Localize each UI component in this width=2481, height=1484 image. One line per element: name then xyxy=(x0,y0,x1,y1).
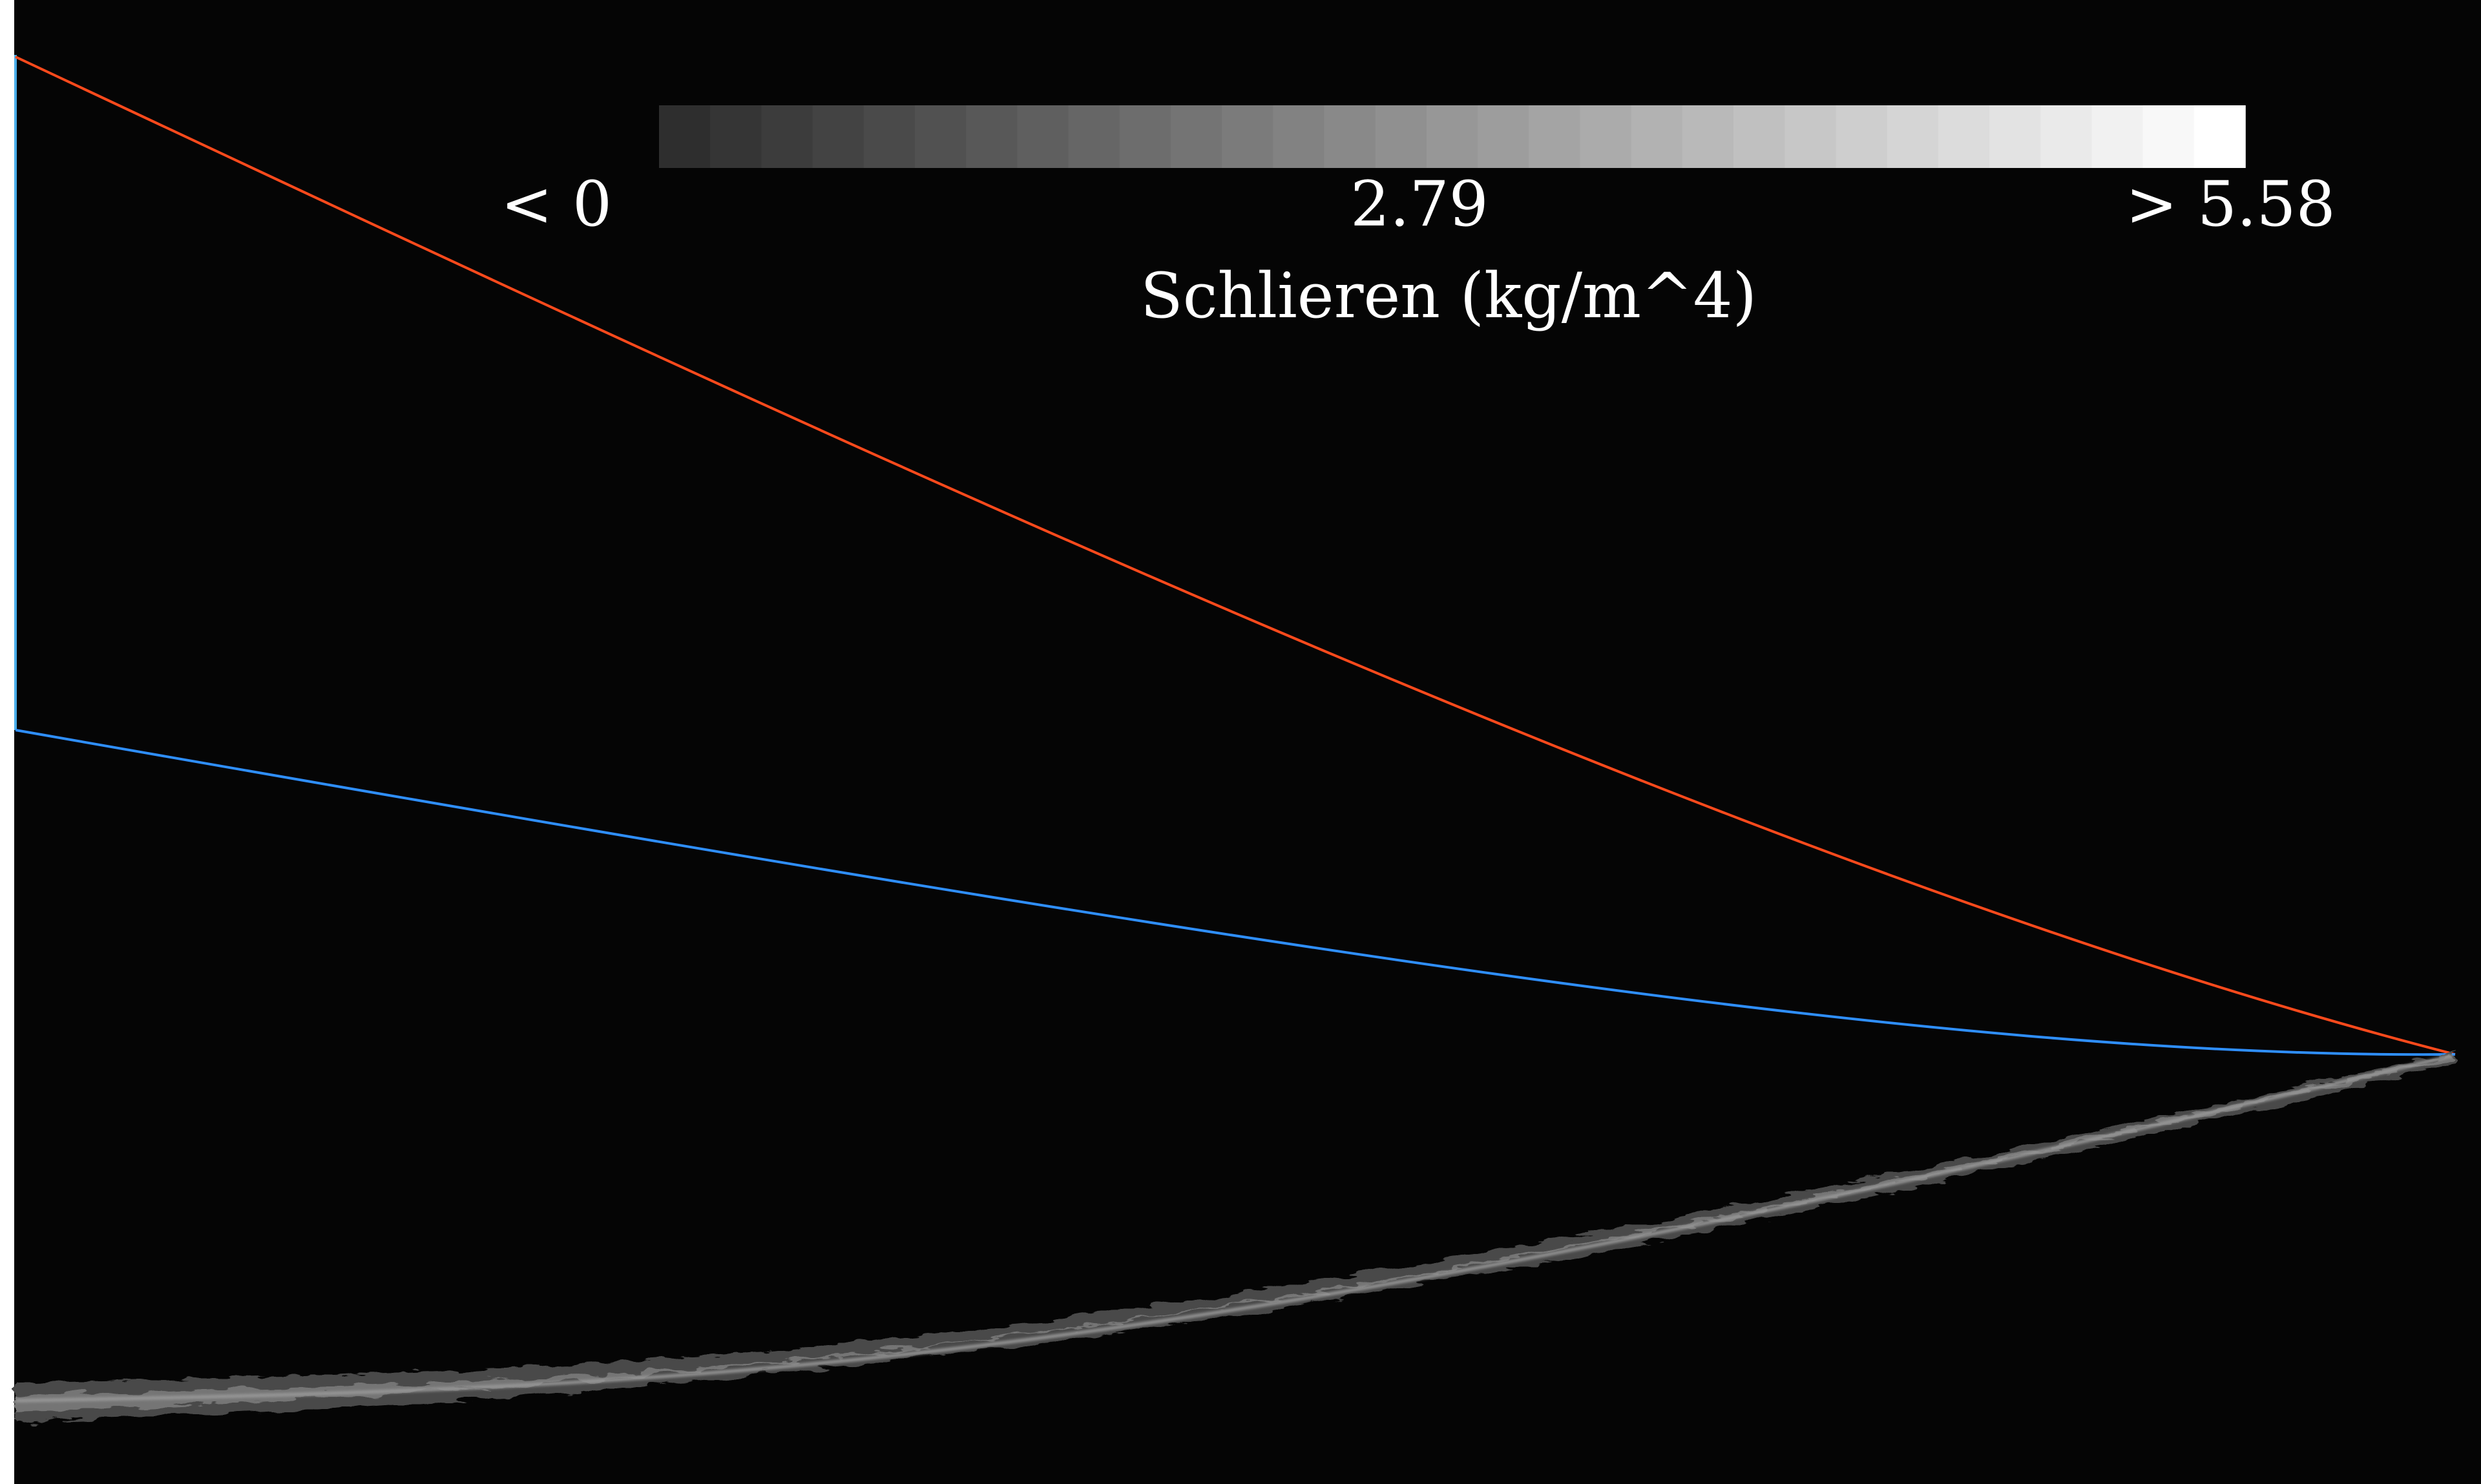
schlieren-jet xyxy=(15,1052,2455,1423)
colorbar-segment xyxy=(1887,105,1939,168)
colorbar-segment xyxy=(1529,105,1581,168)
colorbar-segment xyxy=(1631,105,1683,168)
colorbar-segment xyxy=(2142,105,2195,168)
colorbar-segment xyxy=(1989,105,2042,168)
colorbar-min-label: < 0 xyxy=(501,168,612,240)
lower-boundary-line xyxy=(15,729,2456,1056)
colorbar-mid-label: 2.79 xyxy=(1350,168,1489,240)
colorbar-segment xyxy=(1324,105,1376,168)
colorbar-segment xyxy=(1785,105,1837,168)
jet-highlight xyxy=(15,1054,2453,1403)
colorbar-segment xyxy=(914,105,967,168)
colorbar-segment xyxy=(1273,105,1325,168)
colorbar-segment xyxy=(1119,105,1171,168)
colorbar-segment xyxy=(1580,105,1632,168)
jet-outer-band xyxy=(16,1052,2455,1423)
colorbar-segment xyxy=(2091,105,2144,168)
colorbar-segment xyxy=(1017,105,1069,168)
colorbar-segment xyxy=(1375,105,1427,168)
colorbar-title: Schlieren (kg/m^4) xyxy=(1140,260,1757,332)
colorbar-segment xyxy=(2040,105,2093,168)
colorbar-segment xyxy=(863,105,916,168)
colorbar-segment xyxy=(1938,105,1990,168)
colorbar-segment xyxy=(2193,105,2246,168)
colorbar xyxy=(659,105,2246,168)
plot-background xyxy=(14,0,2481,1484)
colorbar-segment xyxy=(966,105,1018,168)
colorbar-segment xyxy=(1426,105,1478,168)
colorbar-segment xyxy=(1170,105,1222,168)
colorbar-segment xyxy=(1478,105,1530,168)
colorbar-segment xyxy=(761,105,813,168)
upper-shock-line xyxy=(15,56,2456,1056)
colorbar-segment xyxy=(1733,105,1786,168)
colorbar-max-label: > 5.58 xyxy=(2126,168,2336,240)
colorbar-segment xyxy=(710,105,762,168)
colorbar-segment xyxy=(812,105,864,168)
colorbar-segment xyxy=(659,105,711,168)
colorbar-segment xyxy=(1068,105,1120,168)
colorbar-segment xyxy=(1682,105,1734,168)
colorbar-segment xyxy=(1222,105,1274,168)
colorbar-segment xyxy=(1836,105,1888,168)
